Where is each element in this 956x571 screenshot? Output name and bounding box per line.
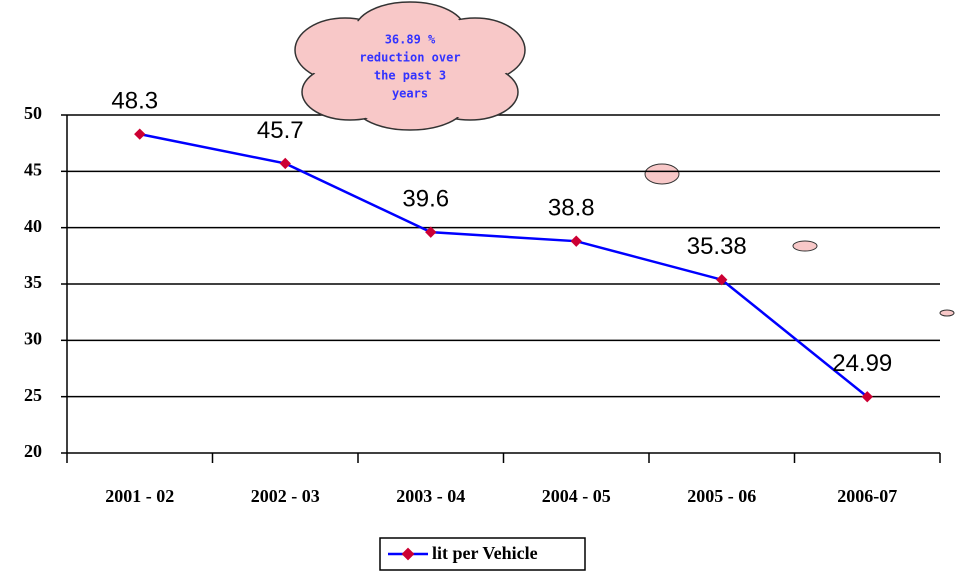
legend: lit per Vehicle [379, 537, 586, 571]
point-marker [570, 235, 582, 247]
x-tick-label: 2005 - 06 [687, 486, 756, 506]
x-tick-label: 2002 - 03 [251, 486, 320, 506]
y-tick-label: 40 [24, 216, 42, 236]
point-marker [134, 128, 146, 140]
y-tick-label: 35 [24, 272, 42, 292]
annotation-line: 36.89 % [385, 33, 436, 47]
x-tick-label: 2001 - 02 [105, 486, 174, 506]
annotation-line: years [392, 87, 428, 101]
line-series [139, 132, 869, 398]
point-marker [716, 274, 728, 286]
point-marker [861, 391, 873, 403]
y-tick-label: 30 [24, 328, 42, 348]
point-marker [279, 157, 291, 170]
data-label: 45.7 [257, 117, 304, 144]
annotation-line: reduction over [359, 51, 460, 65]
y-tick-label: 25 [24, 385, 42, 405]
x-tick-label: 2006-07 [837, 486, 897, 506]
callout-cloud: 36.89 % reduction over the past 3 years [294, 1, 526, 131]
annotation-line: the past 3 [374, 69, 446, 83]
decor-bubbles [644, 163, 955, 317]
data-label: 35.38 [687, 233, 747, 260]
data-label: 48.3 [111, 87, 158, 114]
y-tick-label: 45 [24, 159, 42, 179]
data-label: 24.99 [832, 350, 892, 377]
x-tick-label: 2003 - 04 [396, 486, 465, 506]
x-tick-label: 2004 - 05 [542, 486, 611, 506]
data-label: 39.6 [402, 186, 449, 213]
point-marker [425, 226, 437, 238]
data-label: 38.8 [548, 195, 595, 222]
y-tick-label: 20 [24, 441, 42, 461]
legend-label: lit per Vehicle [432, 543, 538, 563]
y-tick-label: 50 [24, 103, 42, 123]
